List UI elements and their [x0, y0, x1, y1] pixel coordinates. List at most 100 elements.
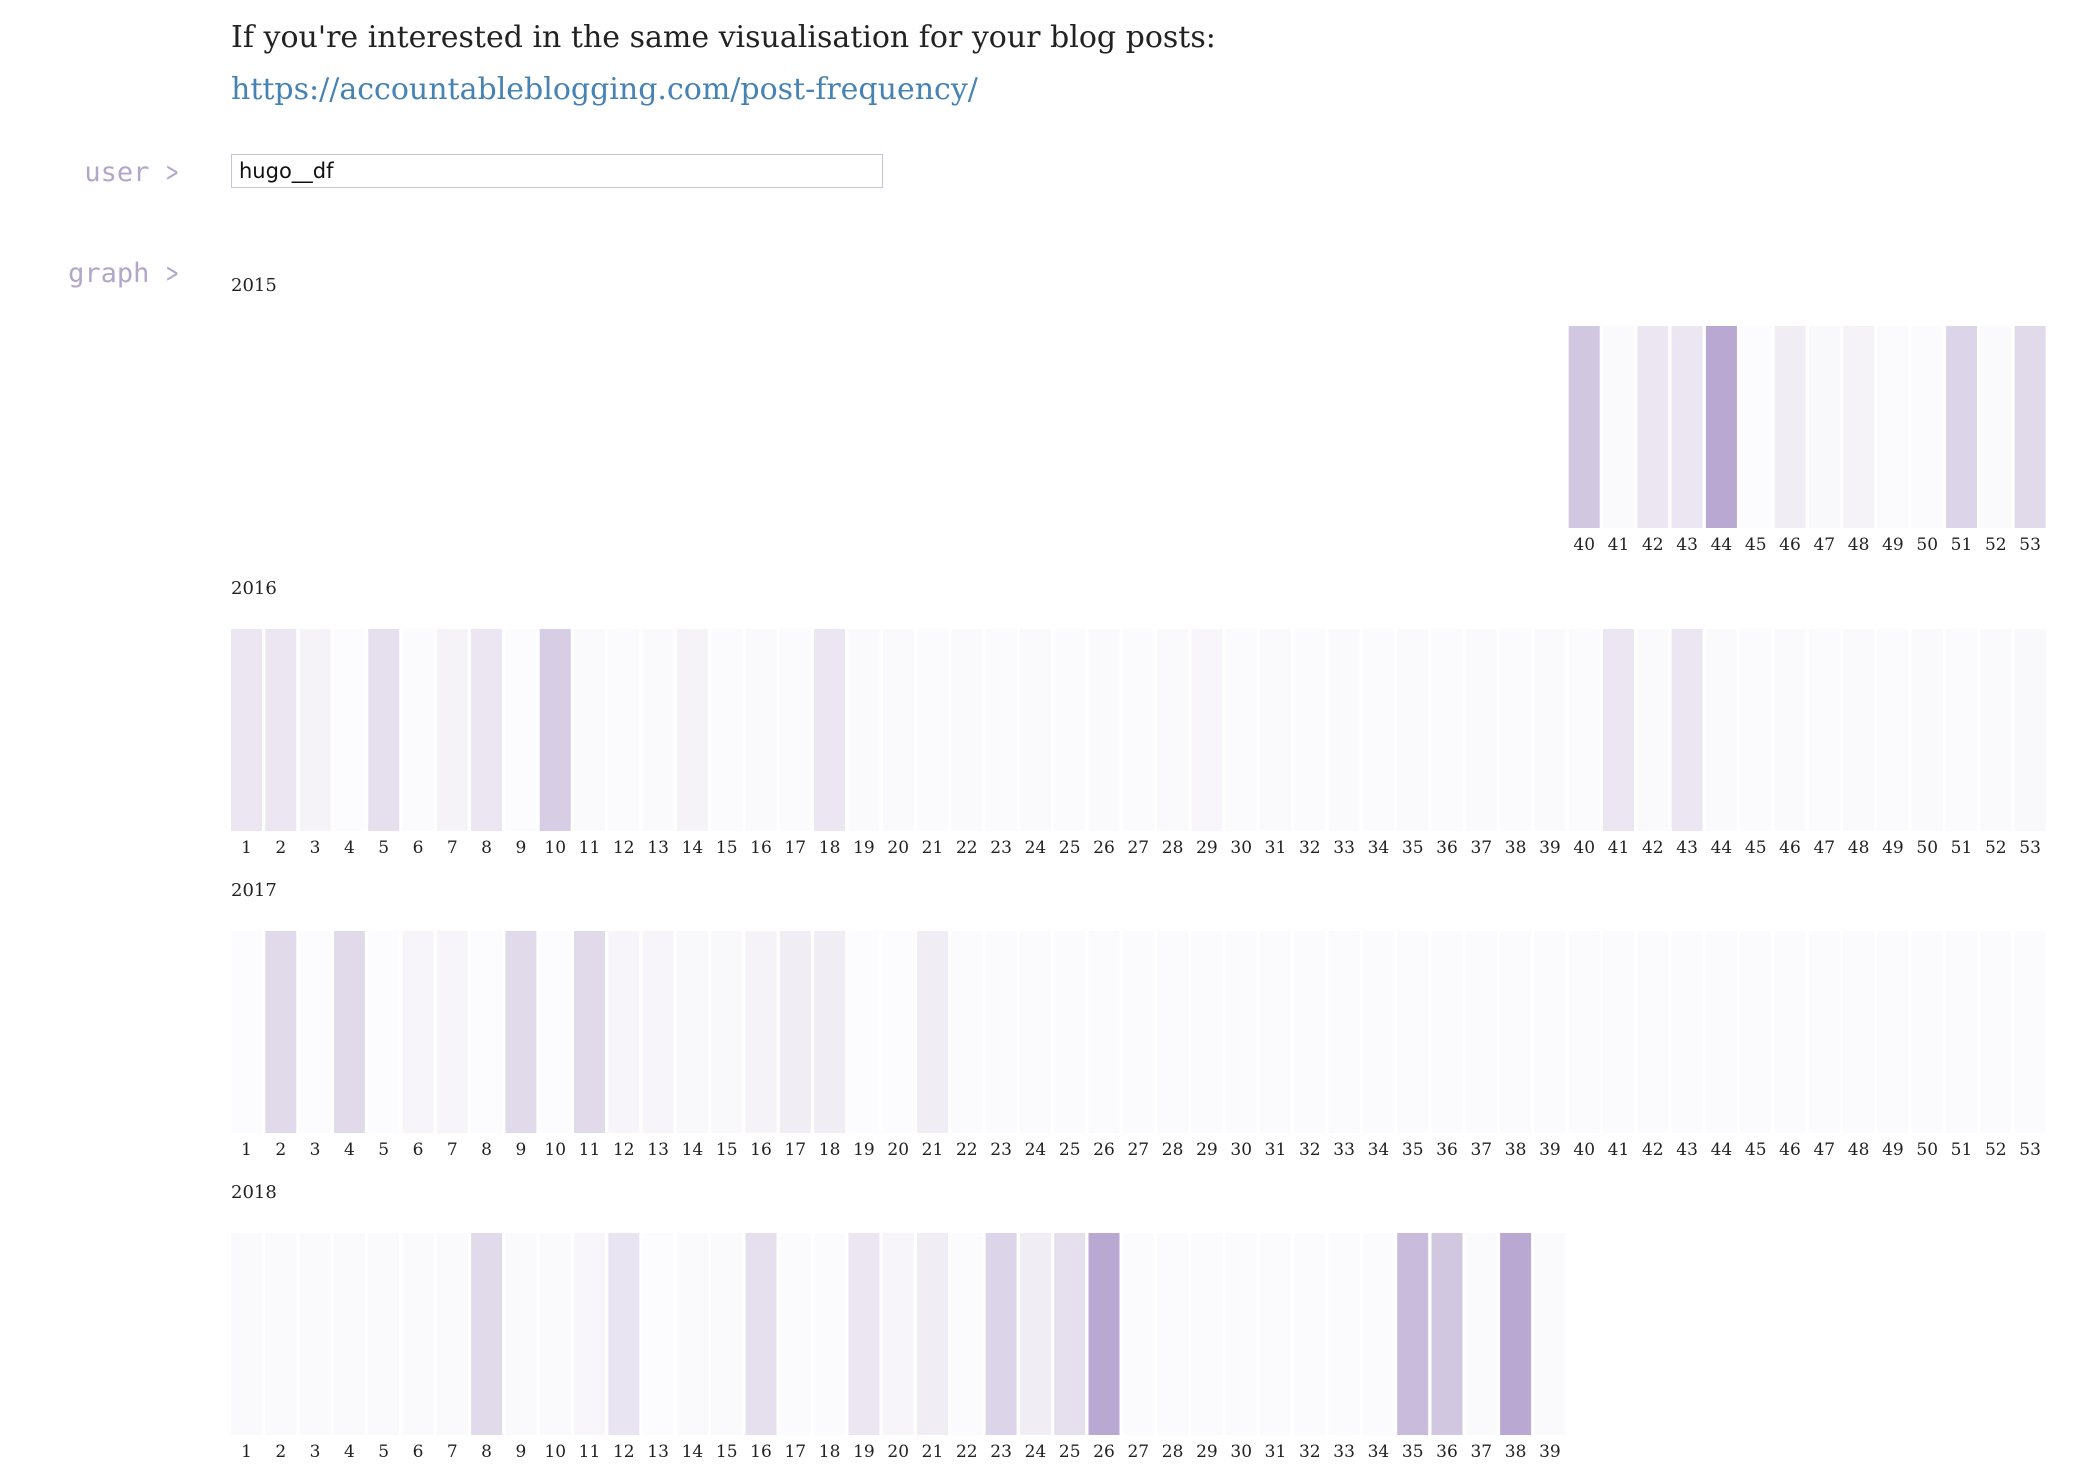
- week-label-2016-42: 42: [1642, 838, 1664, 858]
- year-label-2017: 2017: [231, 880, 277, 901]
- week-label-2018-9: 9: [515, 1442, 526, 1462]
- week-label-2018-5: 5: [378, 1442, 389, 1462]
- bar-2018-week-23: [985, 1233, 1017, 1435]
- bar-2016-week-43: [1671, 629, 1703, 831]
- bar-2017-week-18: [814, 931, 846, 1133]
- week-label-2018-33: 33: [1333, 1442, 1355, 1462]
- week-label-2017-15: 15: [716, 1140, 738, 1160]
- week-label-2015-52: 52: [1985, 535, 2007, 555]
- bar-2016-week-32: [1294, 629, 1326, 831]
- bar-2017-week-49: [1877, 931, 1909, 1133]
- bar-2016-week-38: [1500, 629, 1532, 831]
- bar-2016-week-28: [1157, 629, 1189, 831]
- week-label-2016-6: 6: [413, 838, 424, 858]
- week-label-2018-38: 38: [1505, 1442, 1527, 1462]
- week-label-2017-34: 34: [1368, 1140, 1390, 1160]
- bar-2016-week-24: [1019, 629, 1051, 831]
- week-label-2017-52: 52: [1985, 1140, 2007, 1160]
- bar-2015-week-51: [1946, 326, 1977, 528]
- bar-2015-week-40: [1568, 326, 1600, 528]
- bar-2018-week-5: [368, 1233, 400, 1435]
- bar-2018-week-22: [951, 1233, 983, 1435]
- bar-2015-week-42: [1637, 326, 1669, 528]
- week-label-2017-37: 37: [1470, 1140, 1492, 1160]
- week-label-2015-48: 48: [1848, 535, 1870, 555]
- bar-2017-week-6: [402, 931, 434, 1133]
- bar-2018-week-13: [643, 1233, 674, 1435]
- bar-2015-week-45: [1740, 326, 1771, 528]
- week-label-2016-13: 13: [647, 838, 669, 858]
- bar-2016-week-49: [1877, 629, 1909, 831]
- week-label-2015-50: 50: [1916, 535, 1938, 555]
- bar-2017-week-32: [1294, 931, 1326, 1133]
- bar-2016-week-51: [1946, 629, 1977, 831]
- week-label-2016-10: 10: [544, 838, 566, 858]
- bar-2017-week-46: [1774, 931, 1806, 1133]
- week-label-2015-40: 40: [1573, 535, 1595, 555]
- week-label-2017-28: 28: [1162, 1140, 1184, 1160]
- week-label-2016-3: 3: [310, 838, 321, 858]
- bar-2018-week-19: [848, 1233, 880, 1435]
- bar-2016-week-3: [299, 629, 331, 831]
- bar-2017-week-41: [1603, 931, 1634, 1133]
- bar-2017-week-37: [1465, 931, 1497, 1133]
- week-label-2016-1: 1: [241, 838, 252, 858]
- bar-2018-week-16: [745, 1233, 777, 1435]
- bar-2017-week-31: [1260, 931, 1291, 1133]
- bar-2016-week-19: [848, 629, 880, 831]
- week-label-2018-17: 17: [784, 1442, 806, 1462]
- bar-2015-week-49: [1877, 326, 1909, 528]
- week-label-2017-12: 12: [613, 1140, 635, 1160]
- bar-2015-week-50: [1911, 326, 1943, 528]
- week-label-2016-51: 51: [1951, 838, 1973, 858]
- week-label-2017-18: 18: [819, 1140, 841, 1160]
- week-label-2016-39: 39: [1539, 838, 1561, 858]
- week-label-2016-2: 2: [275, 838, 286, 858]
- bar-2017-week-33: [1328, 931, 1360, 1133]
- week-label-2016-41: 41: [1608, 838, 1630, 858]
- week-label-2018-7: 7: [447, 1442, 458, 1462]
- week-label-2018-26: 26: [1093, 1442, 1115, 1462]
- bar-2016-week-1: [231, 629, 262, 831]
- week-label-2018-35: 35: [1402, 1442, 1424, 1462]
- week-label-2018-29: 29: [1196, 1442, 1218, 1462]
- week-label-2016-38: 38: [1505, 838, 1527, 858]
- post-frequency-link[interactable]: https://accountableblogging.com/post-fre…: [231, 72, 978, 107]
- bar-2017-week-7: [436, 931, 468, 1133]
- week-label-2017-30: 30: [1230, 1140, 1252, 1160]
- bar-2015-week-52: [1980, 326, 2012, 528]
- week-label-2017-27: 27: [1127, 1140, 1149, 1160]
- week-label-2017-20: 20: [887, 1140, 909, 1160]
- week-label-2018-37: 37: [1470, 1442, 1492, 1462]
- week-label-2016-44: 44: [1711, 838, 1733, 858]
- bar-2016-week-39: [1534, 629, 1566, 831]
- week-label-2017-41: 41: [1608, 1140, 1630, 1160]
- bar-2018-week-29: [1191, 1233, 1223, 1435]
- bar-2016-week-47: [1808, 629, 1840, 831]
- week-label-2016-28: 28: [1162, 838, 1184, 858]
- bar-2016-week-16: [745, 629, 777, 831]
- bar-2017-week-21: [917, 931, 948, 1133]
- graph-label-text: graph: [68, 258, 150, 289]
- user-input[interactable]: [231, 154, 883, 188]
- bar-2018-week-27: [1122, 1233, 1154, 1435]
- week-label-2016-23: 23: [990, 838, 1012, 858]
- week-label-2017-19: 19: [853, 1140, 875, 1160]
- week-label-2017-53: 53: [2019, 1140, 2041, 1160]
- bar-2016-week-37: [1465, 629, 1497, 831]
- week-label-2017-31: 31: [1265, 1140, 1287, 1160]
- bar-2016-week-20: [882, 629, 914, 831]
- week-label-2018-23: 23: [990, 1442, 1012, 1462]
- user-label: user >: [84, 157, 184, 188]
- bar-2016-week-45: [1740, 629, 1772, 831]
- intro-block: If you're interested in the same visuali…: [231, 12, 1216, 116]
- bar-2017-week-1: [231, 931, 262, 1133]
- bar-2016-week-42: [1637, 629, 1669, 831]
- week-label-2017-11: 11: [579, 1140, 601, 1160]
- week-label-2016-7: 7: [447, 838, 458, 858]
- week-label-2016-22: 22: [956, 838, 978, 858]
- bar-2018-week-2: [265, 1233, 297, 1435]
- bar-2016-week-9: [505, 629, 536, 831]
- week-label-2016-16: 16: [750, 838, 772, 858]
- week-label-2018-3: 3: [310, 1442, 321, 1462]
